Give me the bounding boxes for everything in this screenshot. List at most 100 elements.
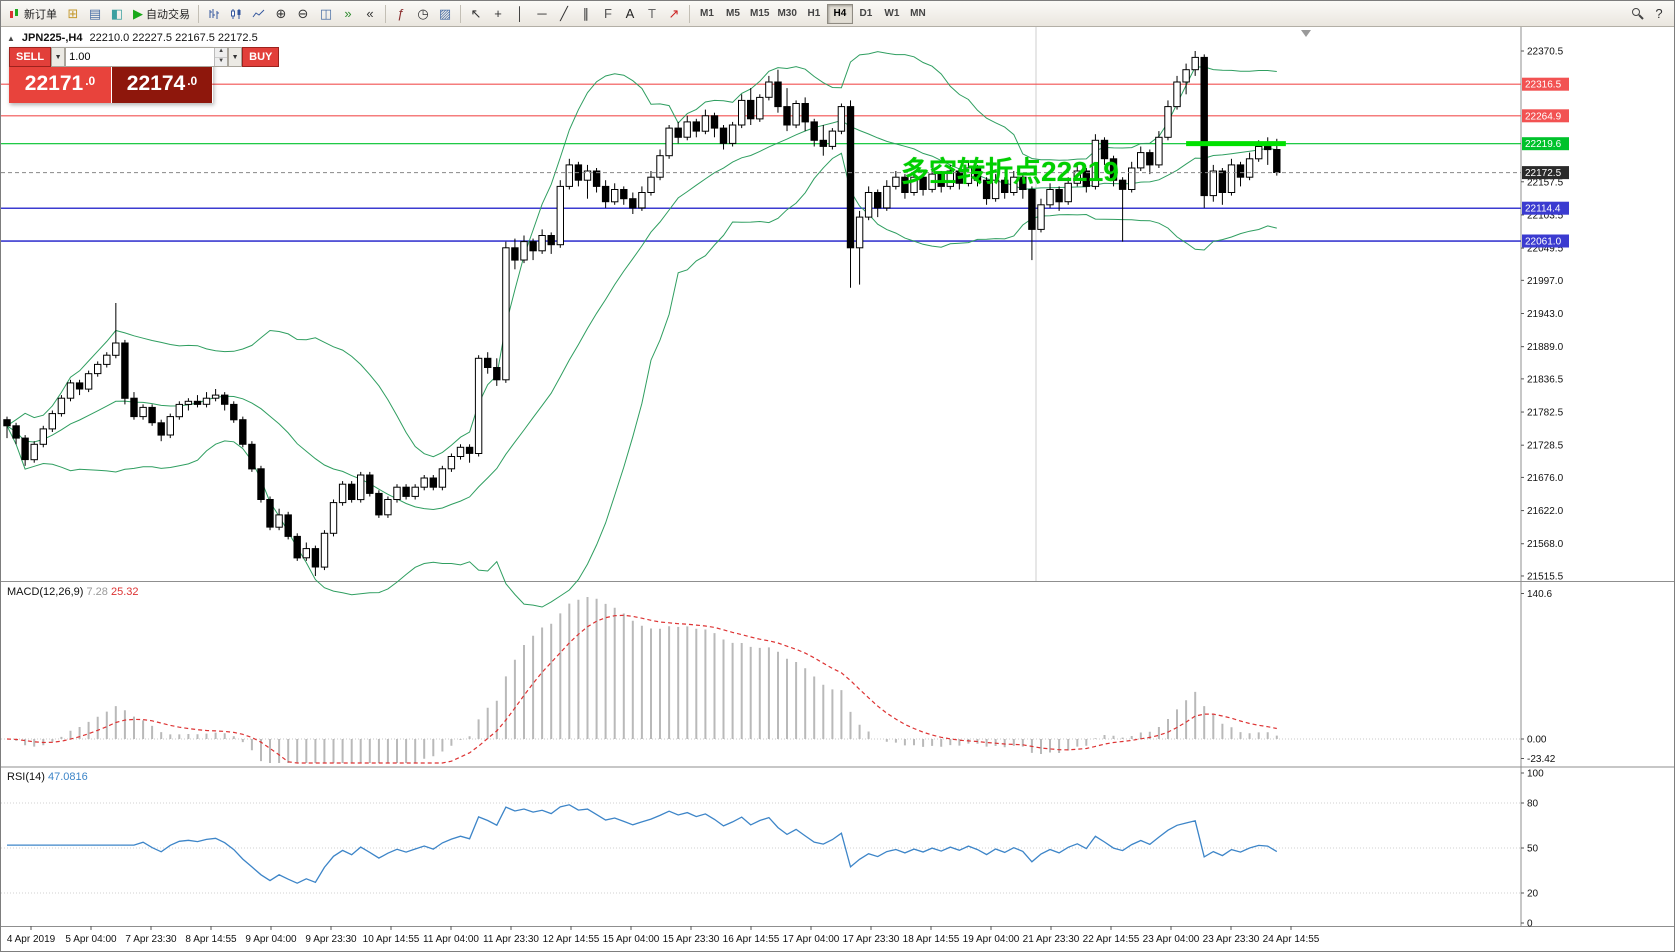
volume-down-icon[interactable]: ▼ (215, 57, 228, 66)
candlestick-chart-icon (230, 8, 243, 20)
fibonacci-icon: F (604, 6, 612, 21)
indicators-button[interactable]: ƒ (390, 3, 412, 25)
buy-price-value: 22174 (126, 72, 186, 95)
auto-scroll-button[interactable]: » (337, 3, 359, 25)
price-badge (1522, 234, 1569, 248)
zoom-out-button[interactable]: ⊖ (292, 3, 314, 25)
horizontal-line-button[interactable]: ─ (531, 3, 553, 25)
zoom-in-icon: ⊕ (275, 6, 287, 21)
timeframe-h4-button[interactable]: H4 (826, 3, 853, 24)
chart-shift-marker-icon[interactable] (1301, 30, 1311, 37)
new-chart-icon: ⊞ (67, 6, 79, 21)
price-tick-label: 22103.5 (1527, 210, 1564, 221)
macd-signal-value: 25.32 (110, 586, 139, 598)
templates-button[interactable]: ▨ (434, 3, 456, 25)
trendline-icon: ╱ (560, 6, 568, 21)
trendline-button[interactable]: ╱ (553, 3, 575, 25)
new-chart-button[interactable]: ⊞ (62, 3, 84, 25)
search-button[interactable] (1626, 3, 1648, 25)
price-badge-label: 22114.4 (1525, 204, 1561, 215)
profiles-button[interactable]: ▤ (84, 3, 106, 25)
text-button[interactable]: A (619, 3, 641, 25)
line-chart-button[interactable] (247, 3, 269, 25)
text-icon: A (625, 6, 635, 21)
price-badge-label: 22172.5 (1525, 168, 1562, 179)
timeframe-m15-button[interactable]: M15 (746, 4, 773, 24)
search-icon (1631, 7, 1644, 20)
templates-icon: ▨ (438, 6, 452, 21)
arrow-tools-button[interactable]: ↗ (663, 3, 685, 25)
time-tick-label: 17 Apr 04:00 (783, 934, 840, 945)
macd-axis-label: 0.00 (1527, 735, 1547, 746)
sell-price-panel[interactable]: 22171 .0 (9, 67, 111, 103)
time-tick-label: 23 Apr 04:00 (1143, 934, 1200, 945)
candlestick-chart-button[interactable] (225, 3, 247, 25)
time-axis[interactable]: 4 Apr 2019 5 Apr 04:00 7 Apr 23:30 8 Apr 14… (7, 926, 1320, 945)
price-badge-label: 22264.9 (1525, 111, 1562, 122)
volume-up-icon[interactable]: ▲ (215, 48, 228, 58)
autotrading-button[interactable]: ▶ 自动交易 (129, 3, 194, 25)
timeframe-d1-button[interactable]: D1 (853, 4, 879, 24)
time-tick-label: 21 Apr 23:30 (1023, 934, 1080, 945)
macd-name: MACD(12,26,9) (7, 586, 84, 598)
volume-field-wrap: ▲▼ (65, 47, 229, 67)
buy-button[interactable]: BUY (242, 47, 280, 67)
timeframe-m1-button[interactable]: M1 (694, 4, 720, 24)
time-tick-label: 11 Apr 23:30 (483, 934, 539, 945)
sell-button[interactable]: SELL (9, 47, 52, 67)
bollinger-upper-band (6, 51, 1277, 458)
bar-chart-button[interactable] (203, 3, 225, 25)
price-tick-label: 21515.5 (1527, 572, 1564, 583)
timeframe-w1-button[interactable]: W1 (879, 4, 905, 24)
text-label-button[interactable]: T (641, 3, 663, 25)
crosshair-button[interactable]: + (487, 3, 509, 25)
text-label-icon: T (648, 6, 656, 21)
fibonacci-button[interactable]: F (597, 3, 619, 25)
meta-editor-button[interactable]: ◧ (106, 3, 128, 25)
time-tick-label: 19 Apr 04:00 (963, 934, 1020, 945)
vertical-line-button[interactable]: │ (509, 3, 531, 25)
rsi-axis-label: 0 (1527, 919, 1533, 930)
price-tick-label: 21728.5 (1527, 441, 1564, 452)
one-click-trading-panel: SELL ▼ ▲▼ ▼ BUY 22171 .0 22174 .0 (9, 47, 280, 103)
equidistant-channel-icon: ∥ (582, 6, 590, 21)
price-badge-label: 22219.6 (1525, 139, 1562, 150)
chart-shift-button[interactable]: « (359, 3, 381, 25)
rsi-value: 47.0816 (47, 771, 88, 783)
volume-input[interactable] (66, 48, 215, 66)
crosshair-icon: + (494, 6, 502, 21)
symbol-period-label: JPN225-,H4 (21, 32, 83, 44)
price-axis[interactable]: 22370.5 22157.5 22103.5 22049.5 21997.0 21943… (1521, 47, 1569, 583)
time-tick-label: 15 Apr 23:30 (663, 934, 720, 945)
time-tick-label: 10 Apr 14:55 (363, 934, 420, 945)
timeframe-h1-button[interactable]: H1 (801, 4, 827, 24)
bollinger-lower-band (6, 152, 1277, 608)
help-button[interactable]: ? (1648, 3, 1670, 25)
price-badge (1522, 166, 1569, 180)
macd-label: MACD(12,26,9) 7.28 25.32 (7, 586, 139, 598)
timeframe-mn-button[interactable]: MN (905, 4, 931, 24)
timeframe-m30-button[interactable]: M30 (773, 4, 800, 24)
tile-windows-button[interactable]: ◫ (315, 3, 337, 25)
equidistant-channel-button[interactable]: ∥ (575, 3, 597, 25)
periods-button[interactable]: ◷ (412, 3, 434, 25)
new-order-button[interactable]: 新订单 (5, 3, 61, 25)
time-tick-label: 17 Apr 23:30 (843, 934, 900, 945)
cursor-button[interactable]: ↖ (465, 3, 487, 25)
pivot-annotation-text[interactable]: 多空转折点22219 (901, 156, 1119, 187)
horizontal-line-icon: ─ (537, 6, 547, 21)
timeframe-m5-button[interactable]: M5 (720, 4, 746, 24)
rsi-axis-label: 20 (1527, 889, 1539, 900)
collapse-panel-icon[interactable]: ▲ (7, 33, 15, 43)
sell-dropdown-icon[interactable]: ▼ (51, 47, 66, 67)
autotrading-icon: ▶ (133, 6, 143, 21)
new-order-label: 新订单 (24, 8, 57, 21)
time-tick-label: 7 Apr 23:30 (125, 934, 177, 945)
volume-stepper[interactable]: ▲ ▼ (214, 48, 228, 66)
panel-frame (1, 27, 1674, 927)
zoom-in-button[interactable]: ⊕ (270, 3, 292, 25)
time-tick-label: 16 Apr 14:55 (723, 934, 780, 945)
autotrading-label: 自动交易 (146, 8, 190, 21)
buy-dropdown-icon[interactable]: ▼ (228, 47, 243, 67)
buy-price-panel[interactable]: 22174 .0 (111, 67, 212, 103)
